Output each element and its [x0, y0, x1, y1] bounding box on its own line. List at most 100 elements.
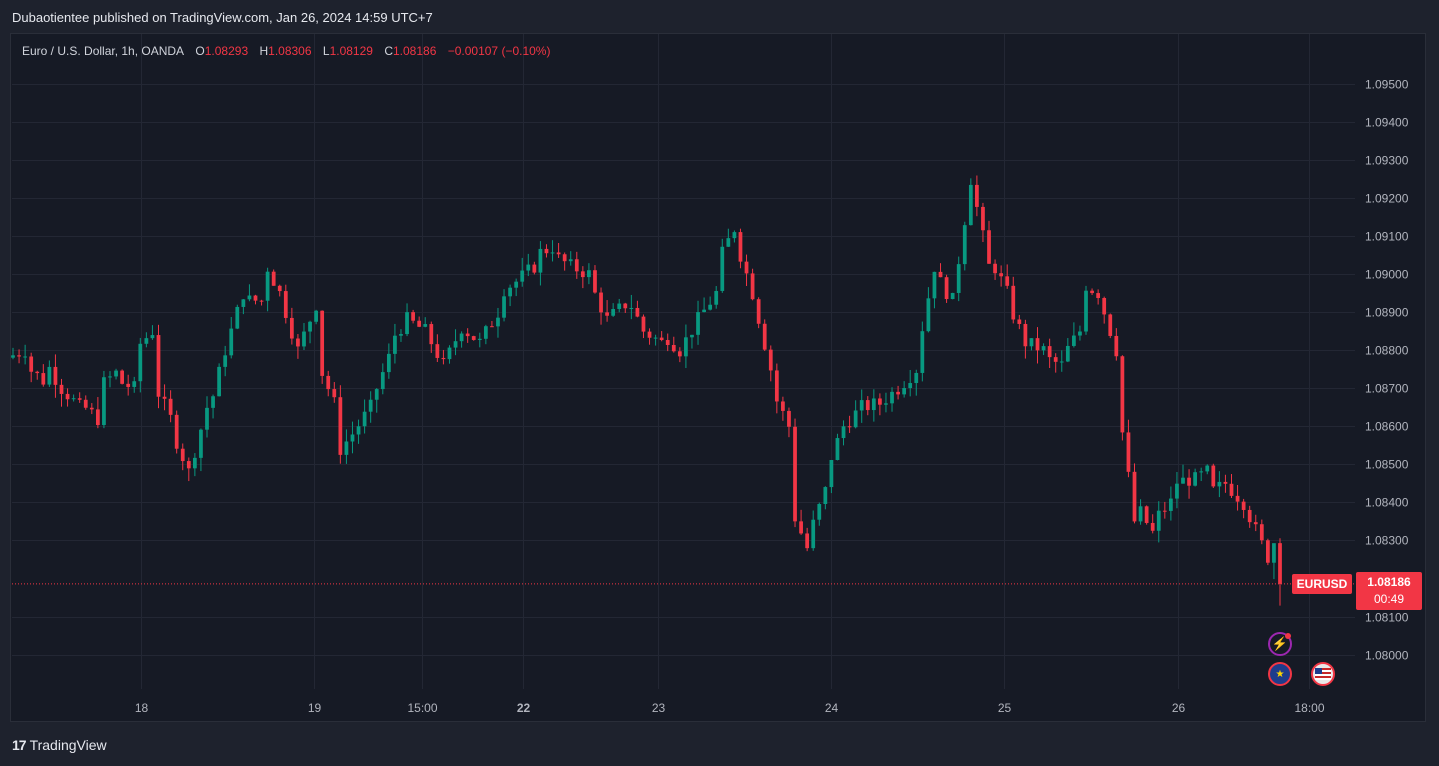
- candle-down: [1187, 477, 1191, 486]
- candle-down: [271, 271, 276, 286]
- candle-down: [1035, 338, 1040, 351]
- candle-down: [65, 393, 70, 400]
- candle-down: [677, 351, 682, 357]
- time-tick-label: 23: [652, 701, 666, 715]
- price-tick-label: 1.09500: [1365, 78, 1409, 92]
- time-tick-label: 25: [998, 701, 1012, 715]
- candle-up: [241, 299, 246, 307]
- candle-down: [296, 338, 300, 347]
- candle-up: [368, 399, 373, 412]
- candle-up: [920, 331, 925, 373]
- change-value: −0.00107 (−0.10%): [447, 44, 551, 58]
- chart-frame[interactable]: [10, 33, 1426, 722]
- candle-up: [308, 321, 312, 332]
- candle-up: [1138, 506, 1143, 522]
- candle-up: [483, 326, 488, 339]
- candle-down: [1259, 524, 1264, 541]
- candle-down: [326, 375, 331, 390]
- candle-down: [332, 389, 337, 398]
- time-axis: 18 19 15:00 22 23 24 25 26 18:00: [135, 701, 1325, 715]
- ohlc-legend: Euro / U.S. Dollar, 1h, OANDA O1.08293 H…: [22, 44, 550, 58]
- candle-down: [781, 401, 785, 411]
- candle-down: [750, 273, 755, 300]
- candle-up: [1065, 345, 1070, 362]
- candle-up: [817, 504, 822, 520]
- candle-down: [120, 370, 124, 384]
- candle-up: [690, 334, 694, 338]
- candle-up: [399, 334, 403, 336]
- price-tick-label: 1.09000: [1365, 268, 1409, 282]
- candle-down: [465, 333, 470, 337]
- symbol-price-label: EURUSD: [1292, 574, 1352, 594]
- candle-up: [1169, 498, 1173, 511]
- candle-down: [556, 252, 561, 255]
- candle-down: [1253, 522, 1258, 525]
- symbol-title[interactable]: Euro / U.S. Dollar, 1h, OANDA: [22, 44, 185, 58]
- bar-countdown: 00:49: [1373, 592, 1405, 606]
- candle-up: [962, 225, 967, 265]
- candle-down: [981, 206, 985, 231]
- eu-flag-icon[interactable]: ★: [1268, 662, 1292, 686]
- candle-up: [732, 232, 737, 239]
- candle-up: [1041, 346, 1046, 351]
- candle-up: [477, 338, 482, 340]
- candle-up: [811, 519, 816, 549]
- candle-up: [1029, 338, 1034, 347]
- last-price-value: 1.08186: [1367, 575, 1411, 589]
- tradingview-logo-icon: 17: [12, 737, 27, 753]
- candle-down: [768, 349, 773, 371]
- candle-up: [247, 295, 252, 300]
- candle-up: [374, 389, 379, 400]
- time-tick-label: 24: [825, 701, 839, 715]
- candle-down: [987, 230, 991, 264]
- close-label: C: [384, 44, 393, 58]
- price-tick-label: 1.09300: [1365, 154, 1409, 168]
- candle-down: [1229, 483, 1234, 496]
- candle-down: [641, 316, 646, 332]
- candle-up: [720, 246, 725, 291]
- candle-up: [217, 366, 221, 397]
- candle-up: [302, 331, 306, 347]
- candle-down: [1102, 298, 1107, 315]
- candle-up: [453, 341, 458, 348]
- lightning-icon[interactable]: ⚡: [1268, 632, 1292, 656]
- candle-up: [617, 303, 622, 309]
- price-tick-label: 1.09100: [1365, 230, 1409, 244]
- candle-up: [199, 429, 203, 458]
- candle-up: [853, 410, 858, 428]
- candle-down: [1265, 540, 1270, 563]
- candle-up: [823, 487, 828, 505]
- candle-up: [108, 376, 112, 378]
- candle-up: [114, 370, 118, 377]
- candle-down: [847, 426, 852, 428]
- candle-down: [774, 370, 779, 402]
- candle-down: [1047, 346, 1052, 358]
- candle-down: [1053, 357, 1058, 362]
- candle-up: [1084, 290, 1088, 332]
- tradingview-logo[interactable]: 17 TradingView: [12, 737, 107, 753]
- candle-up: [386, 353, 391, 373]
- candle-up: [459, 333, 464, 342]
- candle-up: [956, 264, 961, 293]
- candle-down: [411, 312, 415, 321]
- us-flag-icon[interactable]: [1311, 662, 1335, 686]
- candle-down: [17, 355, 21, 357]
- candle-down: [635, 307, 640, 317]
- candle-up: [653, 337, 658, 339]
- candle-up: [1217, 481, 1222, 487]
- candle-down: [95, 409, 100, 426]
- candle-down: [83, 399, 88, 408]
- candle-down: [283, 291, 288, 318]
- high-label: H: [259, 44, 269, 58]
- candle-down: [793, 426, 797, 522]
- candle-down: [126, 383, 131, 387]
- candle-up: [205, 407, 209, 430]
- candle-up: [890, 391, 894, 404]
- candle-down: [89, 407, 94, 410]
- price-tick-label: 1.08400: [1365, 496, 1409, 510]
- price-tick-label: 1.08700: [1365, 382, 1409, 396]
- candle-up: [344, 441, 349, 455]
- candle-up: [696, 312, 700, 335]
- candle-up: [1175, 483, 1179, 499]
